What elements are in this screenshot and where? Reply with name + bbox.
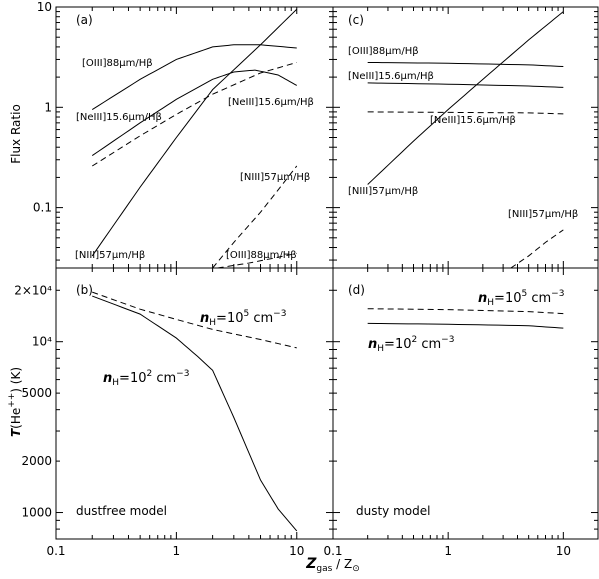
n5-eq-d: =10 — [494, 291, 521, 306]
n2-sub-d: H — [377, 344, 384, 354]
annotation-a-niii-solid: [NIII]57μm/Hβ — [75, 250, 145, 261]
n2-unitexp-d: −3 — [441, 335, 454, 345]
n5-exp-b: 5 — [243, 309, 249, 319]
annotation-a-oiii-dashed: [OIII]88μm/Hβ — [226, 250, 297, 261]
panel-label-a: (a) — [76, 13, 93, 27]
annotation-d-n5: nH=105 cm−3 — [478, 289, 564, 308]
y-axis-label-top: Flux Ratio — [9, 104, 23, 164]
series-line-d-1 — [367, 322, 564, 329]
n2-unit-b: cm — [152, 371, 176, 386]
t-unit: ) (K) — [9, 367, 23, 393]
z-sub-gas: gas — [316, 564, 332, 574]
series-line-d-0 — [367, 308, 564, 315]
x-tick-label-b: 1 — [173, 544, 181, 558]
series-group-b — [92, 291, 298, 532]
series-group-d — [367, 308, 564, 329]
t-symbol: T — [9, 428, 23, 437]
annotation-a-neiii-solid: [NeIII]15.6μm/Hβ — [228, 97, 314, 108]
y-tick-label-a: 0.1 — [33, 201, 52, 215]
annotation-d-n2: nH=102 cm−3 — [368, 335, 454, 354]
z-sub-sun: ⊙ — [352, 564, 360, 574]
t-species: (He — [9, 408, 23, 429]
n5-unit-b: cm — [249, 311, 273, 326]
n5-symbol-b: n — [200, 311, 209, 326]
n2-exp-d: 2 — [411, 335, 417, 345]
model-label-b: dustfree model — [76, 504, 167, 518]
n2-eq-d: =10 — [384, 337, 411, 352]
n5-symbol-d: n — [478, 291, 487, 306]
annotation-a-niii-dashed: [NIII]57μm/Hβ — [240, 172, 310, 183]
annotation-c-neiii-dashed: [NeIII]15.6μm/Hβ — [430, 115, 516, 126]
x-tick-label-b: 10 — [289, 544, 304, 558]
annotation-a-oiii-solid: [OIII]88μm/Hβ — [82, 58, 153, 69]
n2-unitexp-b: −3 — [176, 369, 189, 379]
series-group-a — [91, 8, 298, 268]
panel-frame-d — [332, 267, 599, 540]
y-tick-label-a: 1 — [44, 100, 52, 114]
z-sep: / Z — [332, 557, 352, 571]
y-tick-label-b: 2×10⁴ — [14, 283, 52, 297]
annotation-c-oiii-solid: [OIII]88μm/Hβ — [348, 46, 419, 57]
n5-exp-d: 5 — [521, 289, 527, 299]
y-tick-label-b: 1000 — [21, 506, 52, 520]
n2-symbol-d: n — [368, 337, 377, 352]
n2-unit-d: cm — [417, 337, 441, 352]
series-line-a-3 — [91, 8, 298, 257]
series-line-c-1 — [367, 82, 564, 88]
panel-label-b: (b) — [76, 283, 93, 297]
y-tick-label-a: 10 — [37, 0, 52, 14]
y-tick-label-b: 2000 — [21, 454, 52, 468]
annotation-b-n5: nH=105 cm−3 — [200, 309, 286, 328]
n5-unitexp-d: −3 — [551, 289, 564, 299]
series-group-c — [367, 11, 564, 268]
series-line-a-4 — [212, 165, 298, 268]
z-symbol-1: Z — [305, 556, 317, 572]
model-label-d: dusty model — [356, 504, 430, 518]
y-tick-label-b: 10⁴ — [32, 335, 52, 349]
y-axis-label-bottom: T(He++) (K) — [7, 367, 23, 437]
x-tick-label-d: 10 — [556, 544, 571, 558]
x-tick-label-d: 0.1 — [323, 544, 342, 558]
series-line-a-1 — [91, 69, 298, 157]
n5-unitexp-b: −3 — [273, 309, 286, 319]
series-line-a-5 — [217, 252, 297, 268]
n5-eq-b: =10 — [216, 311, 243, 326]
series-line-b-0 — [92, 291, 297, 349]
x-axis-label: Zgas / Z⊙ — [305, 556, 360, 574]
n2-sub-b: H — [112, 378, 119, 388]
n5-unit-d: cm — [527, 291, 551, 306]
annotation-c-niii-dashed: [NIII]57μm/Hβ — [508, 209, 578, 220]
series-line-b-1 — [92, 295, 298, 532]
annotation-b-n2: nH=102 cm−3 — [103, 369, 189, 388]
panel-label-c: (c) — [348, 13, 364, 27]
y-tick-label-b: 5000 — [21, 386, 52, 400]
n5-sub-b: H — [209, 318, 216, 328]
series-line-c-2 — [367, 111, 564, 115]
x-tick-label-d: 1 — [444, 544, 452, 558]
t-charge: ++ — [7, 393, 17, 408]
panel-label-d: (d) — [348, 283, 365, 297]
n2-symbol-b: n — [103, 371, 112, 386]
annotation-a-neiii-dashed: [NeIII]15.6μm/Hβ — [76, 112, 162, 123]
n5-sub-d: H — [487, 298, 494, 308]
series-line-c-0 — [367, 61, 564, 68]
annotation-c-niii-solid: [NIII]57μm/Hβ — [348, 186, 418, 197]
series-line-c-3 — [367, 11, 564, 185]
series-line-c-4 — [510, 229, 564, 268]
frame-layer — [55, 6, 599, 540]
n2-eq-b: =10 — [119, 371, 146, 386]
tick-label-layer: 0.1 1 10 0.1 1 10 1000 2000 5000 10⁴ 2×10⁴ 0.1 1 10 — [14, 0, 571, 558]
plot-layer — [91, 8, 564, 532]
annotation-c-neiii-solid: [NeIII]15.6μm/Hβ — [348, 71, 434, 82]
x-tick-label-b: 0.1 — [46, 544, 65, 558]
n2-exp-b: 2 — [146, 369, 152, 379]
